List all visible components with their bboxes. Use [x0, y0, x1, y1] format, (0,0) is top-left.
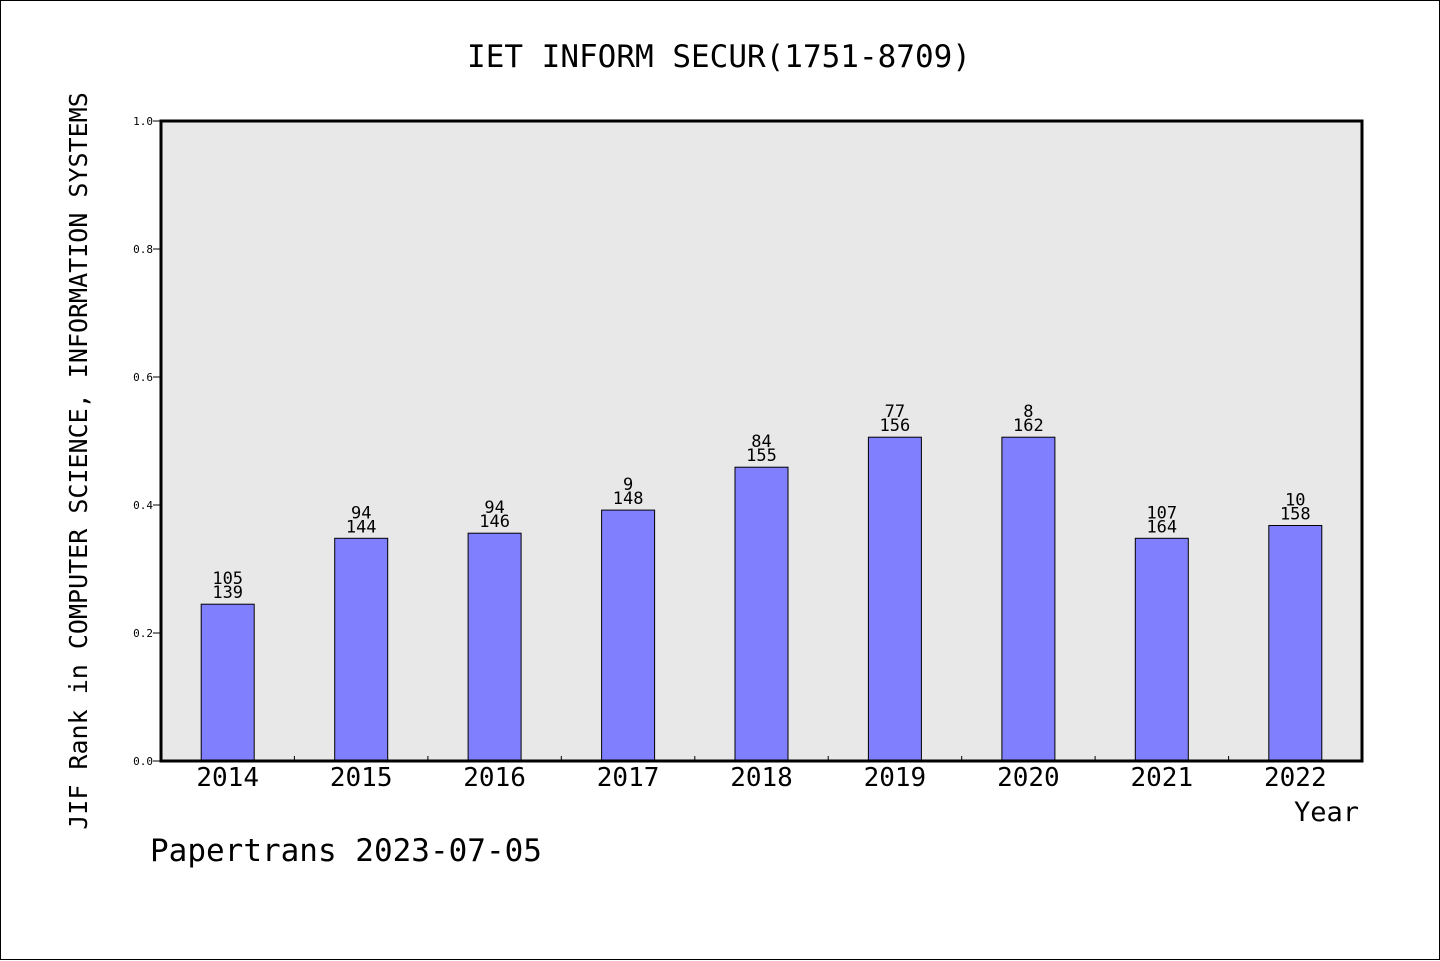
x-tick-label: 2022: [1264, 763, 1327, 793]
footer-credit: Papertrans 2023-07-05: [150, 833, 542, 869]
total-label: 164: [1146, 517, 1177, 537]
y-tick-label: 0.2: [133, 627, 153, 640]
rank-label: 9: [623, 475, 633, 495]
rank-label: 94: [351, 503, 371, 523]
total-label: 158: [1280, 505, 1311, 525]
y-tick-label: 1.0: [133, 115, 153, 128]
rank-label: 84: [751, 432, 771, 452]
rank-label: 94: [484, 498, 504, 518]
ticks-layer: 2014 2015 2016 2017 2018 2019 2020 2021 2022 0.0 0…: [133, 115, 1326, 793]
bar-2017: [601, 509, 656, 762]
x-tick-label: 2016: [463, 763, 526, 793]
x-tick-label: 2019: [864, 763, 927, 793]
y-axis-label: JIF Rank in COMPUTER SCIENCE, INFORMATIO…: [64, 92, 93, 830]
total-label: 146: [479, 512, 510, 532]
total-label: 155: [746, 446, 777, 466]
rank-label: 8: [1023, 402, 1033, 422]
x-tick-label: 2017: [597, 763, 660, 793]
bar-2016: [467, 532, 522, 762]
x-tick-label: 2021: [1130, 763, 1193, 793]
rank-label: 107: [1146, 503, 1177, 523]
x-axis-label: Year: [1294, 797, 1359, 828]
bar-2015: [334, 537, 389, 762]
x-tick-label: 2018: [730, 763, 793, 793]
total-label: 144: [346, 517, 377, 537]
y-tick-label: 0.8: [133, 243, 153, 256]
x-tick-label: 2020: [997, 763, 1060, 793]
total-label: 139: [212, 583, 243, 603]
bar-2022: [1268, 525, 1323, 762]
total-label: 156: [880, 416, 911, 436]
bars-layer: 1051399414494146914884155771568162107164…: [200, 402, 1323, 762]
rank-label: 77: [885, 402, 905, 422]
y-tick-label: 0.0: [133, 755, 153, 768]
plot-border: [159, 119, 1364, 763]
bar-2014: [200, 603, 255, 762]
bar-2020: [1001, 436, 1056, 762]
x-tick-label: 2015: [330, 763, 393, 793]
x-tick-label: 2014: [196, 763, 259, 793]
total-label: 148: [613, 489, 644, 509]
chart-title: IET INFORM SECUR(1751-8709): [467, 39, 971, 75]
y-tick-label: 0.4: [133, 499, 153, 512]
bar-2019: [867, 436, 922, 762]
bar-2018: [734, 466, 789, 762]
rank-label: 10: [1285, 491, 1305, 511]
bar-2021: [1134, 537, 1189, 762]
total-label: 162: [1013, 416, 1044, 436]
rank-label: 105: [212, 569, 243, 589]
y-tick-label: 0.6: [133, 371, 153, 384]
